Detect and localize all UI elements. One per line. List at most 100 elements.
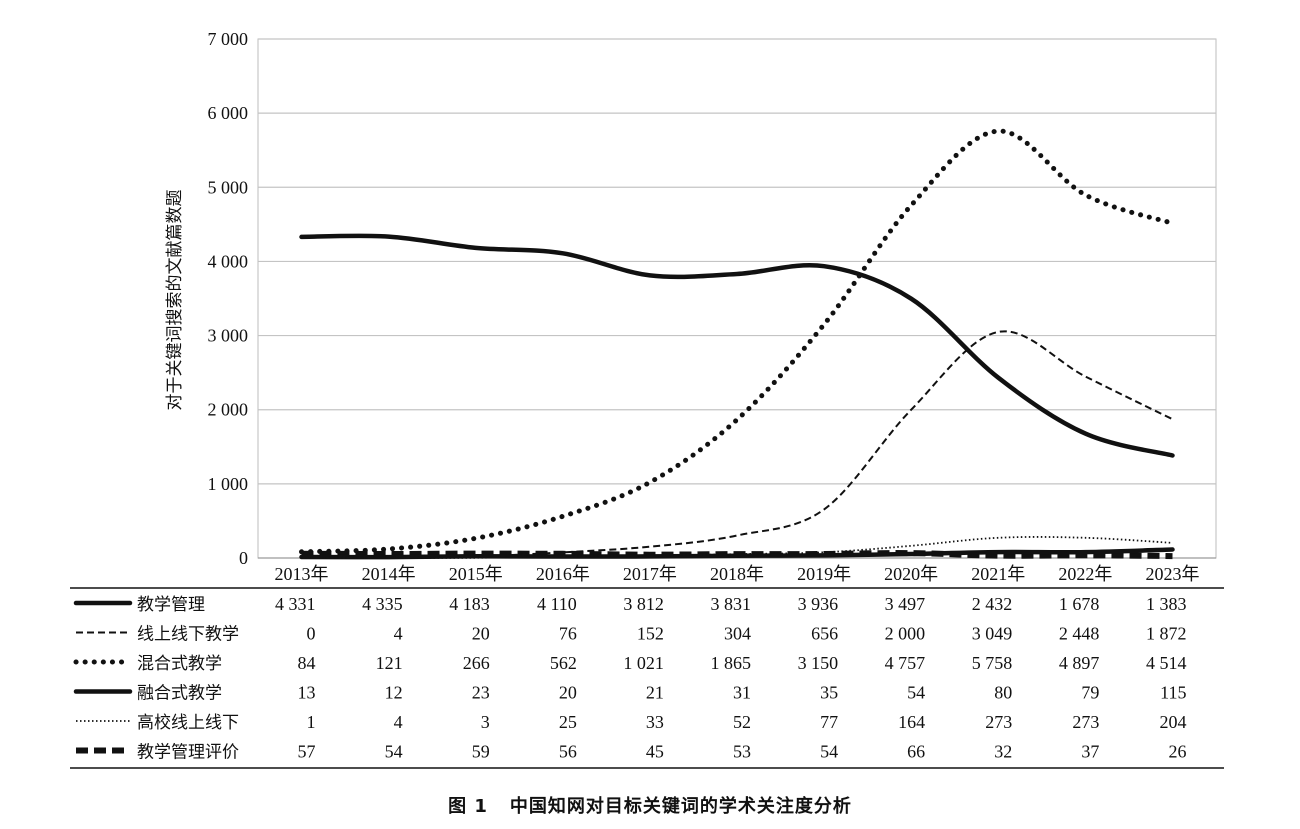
table-cell: 4 514 xyxy=(1146,653,1187,673)
table-cell: 152 xyxy=(637,624,664,644)
table-cell: 23 xyxy=(472,683,490,703)
table-cell: 4 xyxy=(394,624,403,644)
table-cell: 3 831 xyxy=(711,594,752,614)
table-cell: 45 xyxy=(646,742,664,762)
table-cell: 54 xyxy=(385,742,403,762)
y-tick-label: 1 000 xyxy=(208,474,249,494)
legend-label: 高校线上线下 xyxy=(137,713,239,733)
table-cell: 3 xyxy=(481,712,490,732)
x-tick-label: 2013年 xyxy=(275,564,329,584)
table-cell: 37 xyxy=(1081,742,1099,762)
table-cell: 4 xyxy=(394,712,403,732)
table-cell: 57 xyxy=(298,742,316,762)
table-cell: 1 872 xyxy=(1146,624,1187,644)
table-cell: 76 xyxy=(559,624,577,644)
table-cell: 12 xyxy=(385,683,403,703)
table-cell: 32 xyxy=(994,742,1012,762)
y-tick-label: 4 000 xyxy=(208,251,249,271)
y-axis-title: 对于关键词搜索的文献篇数题 xyxy=(165,190,185,411)
table-cell: 3 812 xyxy=(623,594,664,614)
table-cell: 54 xyxy=(820,742,838,762)
table-cell: 3 150 xyxy=(798,653,839,673)
table-cell: 80 xyxy=(994,683,1012,703)
table-cell: 3 049 xyxy=(972,624,1013,644)
x-tick-label: 2022年 xyxy=(1058,564,1112,584)
figure-caption: 图 1 中国知网对目标关键词的学术关注度分析 xyxy=(0,792,1300,818)
table-cell: 115 xyxy=(1160,683,1186,703)
table-cell: 4 331 xyxy=(275,594,316,614)
x-tick-label: 2019年 xyxy=(797,564,851,584)
table-cell: 656 xyxy=(811,624,838,644)
y-tick-label: 5 000 xyxy=(208,177,249,197)
table-cell: 121 xyxy=(376,653,403,673)
table-cell: 1 865 xyxy=(711,653,752,673)
table-cell: 4 897 xyxy=(1059,653,1100,673)
table-cell: 1 021 xyxy=(623,653,664,673)
table-cell: 266 xyxy=(463,653,490,673)
y-tick-label: 2 000 xyxy=(208,400,249,420)
y-tick-label: 3 000 xyxy=(208,326,249,346)
legend-label: 融合式教学 xyxy=(137,684,222,704)
table-cell: 56 xyxy=(559,742,577,762)
table-cell: 5 758 xyxy=(972,653,1013,673)
table-cell: 4 757 xyxy=(885,653,926,673)
table-cell: 3 497 xyxy=(885,594,926,614)
x-tick-label: 2018年 xyxy=(710,564,764,584)
table-cell: 53 xyxy=(733,742,751,762)
table-cell: 2 000 xyxy=(885,624,926,644)
y-tick-label: 6 000 xyxy=(208,103,249,123)
table-cell: 66 xyxy=(907,742,925,762)
table-cell: 4 183 xyxy=(449,594,490,614)
x-tick-label: 2015年 xyxy=(449,564,503,584)
x-tick-label: 2016年 xyxy=(536,564,590,584)
legend-label: 混合式教学 xyxy=(137,654,222,674)
table-cell: 25 xyxy=(559,712,577,732)
table-cell: 33 xyxy=(646,712,664,732)
series-line-3 xyxy=(299,128,1175,555)
plot-area xyxy=(257,38,1217,559)
table-cell: 35 xyxy=(820,683,838,703)
x-tick-label: 2014年 xyxy=(362,564,416,584)
legend-label: 线上线下教学 xyxy=(137,625,239,645)
legend-label: 教学管理评价 xyxy=(137,743,239,763)
x-tick-label: 2023年 xyxy=(1145,564,1199,584)
table-cell: 164 xyxy=(898,712,925,732)
x-tick-label: 2017年 xyxy=(623,564,677,584)
table-cell: 4 110 xyxy=(537,594,577,614)
table-cell: 79 xyxy=(1081,683,1099,703)
table-cell: 54 xyxy=(907,683,925,703)
table-cell: 59 xyxy=(472,742,490,762)
table-cell: 52 xyxy=(733,712,751,732)
table-cell: 84 xyxy=(298,653,316,673)
series-line-5 xyxy=(301,536,1173,559)
legend-label: 教学管理 xyxy=(137,595,205,615)
table-cell: 1 xyxy=(307,712,316,732)
table-cell: 31 xyxy=(733,683,751,703)
table-cell: 2 448 xyxy=(1059,624,1100,644)
y-tick-label: 0 xyxy=(239,548,248,568)
figure-number: 图 1 xyxy=(448,796,488,817)
table-cell: 562 xyxy=(550,653,577,673)
table-cell: 273 xyxy=(1072,712,1099,732)
table-cell: 1 678 xyxy=(1059,594,1100,614)
table-cell: 204 xyxy=(1159,712,1186,732)
table-cell: 304 xyxy=(724,624,751,644)
table-cell: 77 xyxy=(820,712,838,732)
table-cell: 20 xyxy=(559,683,577,703)
y-tick-label: 7 000 xyxy=(208,29,249,49)
series-line-2 xyxy=(301,330,1173,559)
series-line-1 xyxy=(299,233,1175,458)
table-cell: 1 383 xyxy=(1146,594,1187,614)
x-tick-label: 2020年 xyxy=(884,564,938,584)
x-tick-label: 2021年 xyxy=(971,564,1025,584)
table-cell: 26 xyxy=(1168,742,1186,762)
table-cell: 3 936 xyxy=(798,594,839,614)
table-cell: 20 xyxy=(472,624,490,644)
table-cell: 2 432 xyxy=(972,594,1013,614)
table-cell: 0 xyxy=(307,624,316,644)
figure-caption-text: 中国知网对目标关键词的学术关注度分析 xyxy=(509,796,852,817)
table-cell: 4 335 xyxy=(362,594,403,614)
table-cell: 13 xyxy=(298,683,316,703)
